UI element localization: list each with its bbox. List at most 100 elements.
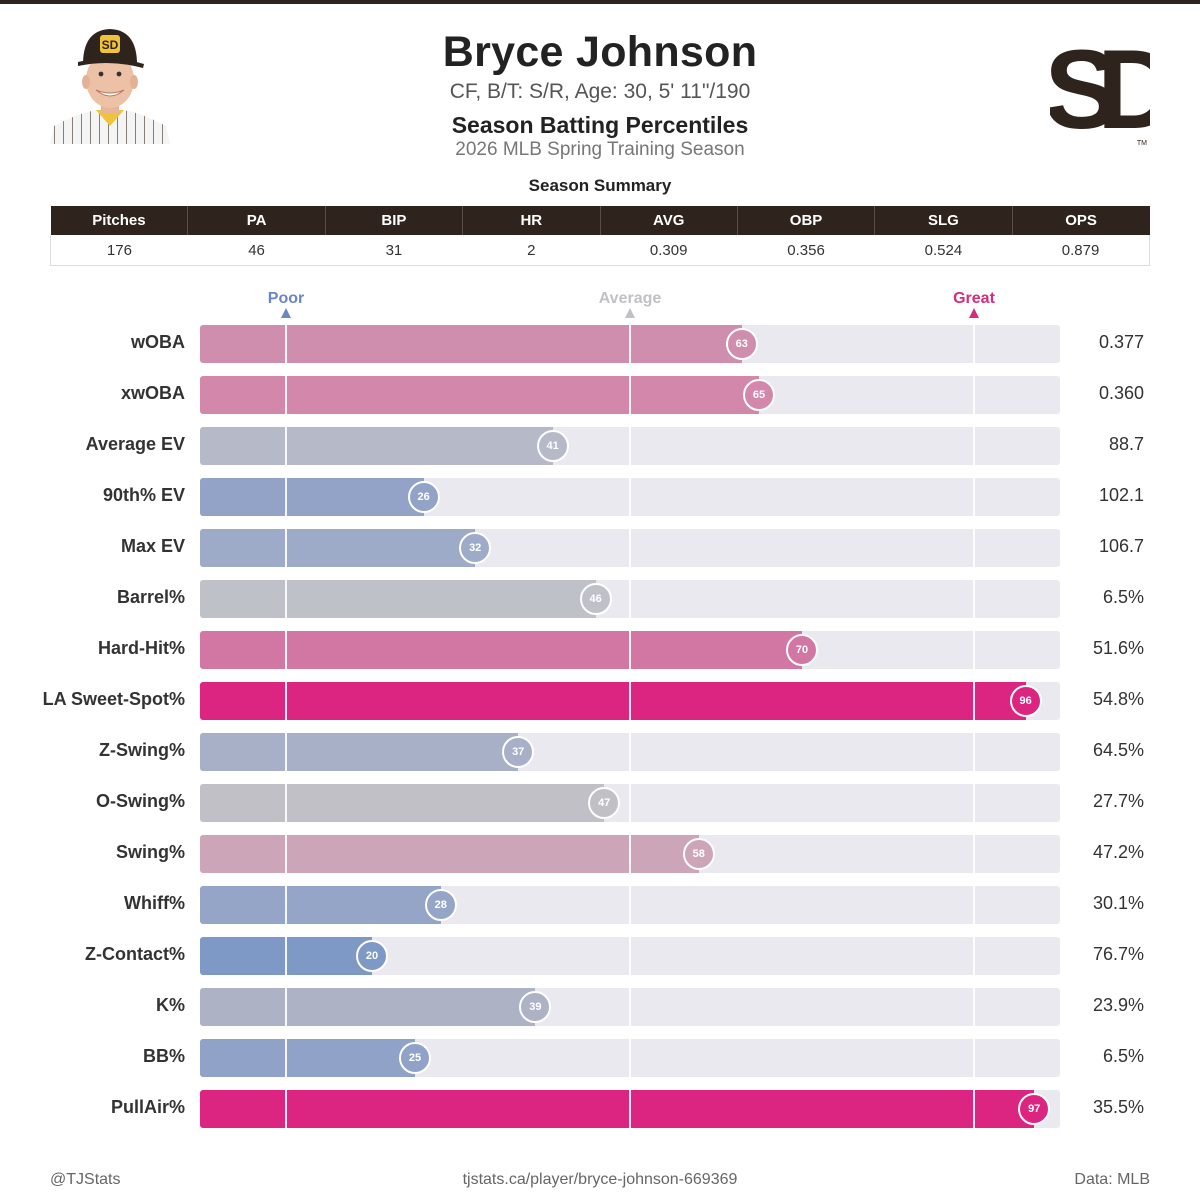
metric-row: 90th% EV 26 102.1 bbox=[0, 477, 1200, 517]
reference-tick bbox=[285, 1039, 287, 1077]
scale-arrow-icon bbox=[281, 308, 291, 318]
footer-url: tjstats.ca/player/bryce-johnson-669369 bbox=[462, 1171, 738, 1188]
metric-row: BB% 25 6.5% bbox=[0, 1038, 1200, 1078]
percentile-bubble: 37 bbox=[502, 736, 535, 768]
reference-tick bbox=[629, 1090, 631, 1128]
player-bio: CF, B/T: S/R, Age: 30, 5' 11"/190 bbox=[449, 80, 751, 103]
percentile-track bbox=[200, 1090, 1060, 1128]
summary-value-cell: 31 bbox=[325, 235, 463, 266]
percentile-track bbox=[200, 478, 1060, 516]
percentile-bubble: 39 bbox=[519, 991, 552, 1023]
metric-row: K% 39 23.9% bbox=[0, 987, 1200, 1027]
summary-value-row: 176 46 31 2 0.309 0.356 0.524 0.879 bbox=[49, 235, 1151, 266]
reference-tick bbox=[285, 529, 287, 567]
metric-value: 76.7% bbox=[1092, 944, 1144, 964]
metric-value: 106.7 bbox=[1098, 536, 1144, 556]
percentile-bar bbox=[200, 325, 742, 363]
metric-row: O-Swing% 47 27.7% bbox=[0, 783, 1200, 823]
reference-tick bbox=[629, 580, 631, 618]
summary-value-cell: 0.879 bbox=[1012, 235, 1151, 266]
metric-label: Swing% bbox=[115, 842, 185, 862]
reference-tick bbox=[285, 784, 287, 822]
reference-tick bbox=[285, 988, 287, 1026]
reference-tick bbox=[285, 733, 287, 771]
reference-tick bbox=[285, 1090, 287, 1128]
reference-tick bbox=[629, 427, 631, 465]
percentile-track bbox=[200, 580, 1060, 618]
percentile-bubble: 20 bbox=[356, 940, 388, 972]
percentile-track bbox=[200, 325, 1060, 363]
percentile-bubble: 70 bbox=[786, 634, 818, 666]
reference-tick bbox=[285, 631, 287, 669]
season-summary-table: Pitches PA BIP HR AVG OBP SLG OPS 176 46… bbox=[49, 206, 1151, 266]
metric-value: 0.377 bbox=[1098, 332, 1144, 352]
reference-tick bbox=[973, 529, 975, 567]
reference-tick bbox=[973, 376, 975, 414]
scale-label-average: Average bbox=[598, 290, 662, 307]
percentile-bubble: 28 bbox=[424, 889, 457, 921]
reference-tick bbox=[973, 631, 975, 669]
metric-value: 64.5% bbox=[1092, 740, 1144, 760]
percentile-track bbox=[200, 988, 1060, 1026]
reference-tick bbox=[973, 580, 975, 618]
percentile-bar bbox=[200, 733, 519, 771]
reference-tick bbox=[285, 835, 287, 873]
percentile-bubble: 41 bbox=[536, 430, 569, 462]
metric-row: PullAir% 97 35.5% bbox=[0, 1089, 1200, 1129]
percentile-bar bbox=[200, 784, 605, 822]
percentile-bubble: 25 bbox=[399, 1042, 431, 1074]
reference-tick bbox=[973, 937, 975, 975]
percentile-bubble: 46 bbox=[579, 583, 612, 615]
percentile-bubble: 65 bbox=[743, 379, 775, 411]
footer-data-source: Data: MLB bbox=[1074, 1171, 1150, 1188]
percentile-track bbox=[200, 835, 1060, 873]
summary-header-cell: AVG bbox=[599, 206, 738, 235]
percentile-bar bbox=[200, 376, 759, 414]
plot-title: Season Batting Percentiles bbox=[451, 112, 749, 138]
metric-label: K% bbox=[155, 995, 185, 1015]
scale-label-poor: Poor bbox=[267, 290, 305, 307]
summary-header-cell: BIP bbox=[324, 206, 463, 235]
percentile-track bbox=[200, 784, 1060, 822]
summary-value-cell: 176 bbox=[49, 235, 188, 266]
reference-tick bbox=[629, 631, 631, 669]
reference-tick bbox=[973, 1039, 975, 1077]
metric-value: 54.8% bbox=[1092, 689, 1144, 709]
metric-label: Max EV bbox=[120, 536, 185, 556]
metric-value: 47.2% bbox=[1092, 842, 1144, 862]
metric-value: 88.7 bbox=[1108, 434, 1144, 454]
reference-tick bbox=[285, 886, 287, 924]
reference-tick bbox=[973, 784, 975, 822]
percentile-bar bbox=[200, 988, 536, 1026]
metric-row: Whiff% 28 30.1% bbox=[0, 885, 1200, 925]
scale-arrow-icon bbox=[969, 308, 979, 318]
percentile-bubble: 97 bbox=[1018, 1093, 1051, 1125]
metric-value: 27.7% bbox=[1092, 791, 1144, 811]
percentile-bar bbox=[200, 1090, 1035, 1128]
reference-tick bbox=[973, 835, 975, 873]
reference-tick bbox=[629, 529, 631, 567]
reference-tick bbox=[629, 733, 631, 771]
percentile-track bbox=[200, 1039, 1060, 1077]
summary-header-cell: Pitches bbox=[50, 206, 188, 235]
metric-row: Hard-Hit% 70 51.6% bbox=[0, 630, 1200, 670]
reference-tick bbox=[973, 427, 975, 465]
summary-header-cell: SLG bbox=[874, 206, 1013, 235]
reference-tick bbox=[973, 682, 975, 720]
metric-value: 30.1% bbox=[1092, 893, 1144, 913]
percentile-bubble: 47 bbox=[588, 787, 621, 819]
summary-value-cell: 2 bbox=[462, 235, 600, 266]
percentile-bubble: 63 bbox=[725, 328, 758, 360]
metric-value: 35.5% bbox=[1092, 1097, 1144, 1117]
reference-tick bbox=[973, 478, 975, 516]
metric-label: 90th% EV bbox=[102, 485, 185, 505]
metric-row: Swing% 58 47.2% bbox=[0, 834, 1200, 874]
metric-label: BB% bbox=[142, 1046, 185, 1066]
reference-tick bbox=[973, 988, 975, 1026]
summary-header-row: Pitches PA BIP HR AVG OBP SLG OPS bbox=[50, 206, 1150, 235]
scale-arrow-icon bbox=[625, 308, 635, 318]
percentile-bar bbox=[200, 835, 699, 873]
reference-tick bbox=[973, 733, 975, 771]
metric-label: Hard-Hit% bbox=[97, 638, 185, 658]
reference-tick bbox=[285, 478, 287, 516]
